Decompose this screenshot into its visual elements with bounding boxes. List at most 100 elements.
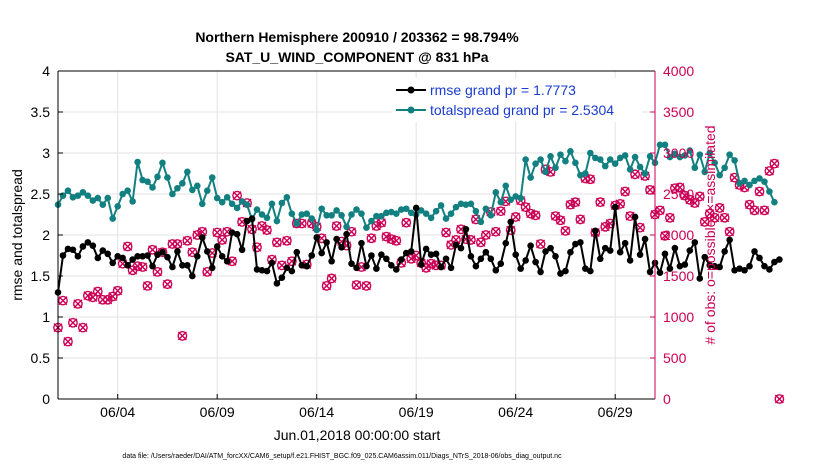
totalspread-point (472, 207, 480, 215)
totalspread-point (686, 147, 694, 154)
totalspread-point (766, 188, 773, 195)
obs-assimilated-point (227, 256, 237, 266)
y-tick-right-label: 0 (663, 391, 671, 407)
rmse-point (507, 218, 515, 226)
rmse-point (766, 266, 773, 273)
y-tick-left-label: 1.5 (31, 268, 51, 284)
obs-assimilated-point (750, 205, 759, 215)
totalspread-point (154, 173, 161, 181)
rmse-point (587, 267, 594, 275)
totalspread-point (144, 178, 151, 185)
totalspread-point (482, 205, 490, 213)
totalspread-point (164, 174, 171, 181)
totalspread-point (756, 175, 763, 182)
obs-possible-point (142, 280, 153, 291)
totalspread-point (194, 182, 201, 190)
totalspread-point (293, 220, 301, 227)
rmse-point (174, 248, 181, 255)
rmse-point (84, 239, 92, 246)
rmse-point (701, 253, 709, 261)
rmse-point (562, 267, 569, 275)
rmse-point (746, 262, 753, 270)
x-tick-label: 06/29 (598, 404, 633, 420)
rmse-point (149, 262, 156, 270)
rmse-point (557, 270, 564, 277)
rmse-point (467, 253, 475, 260)
totalspread-point (109, 215, 117, 222)
obs-assimilated-point (769, 159, 779, 169)
rmse-point (238, 246, 246, 254)
obs-assimilated-point (366, 233, 376, 243)
y-tick-right-label: 500 (663, 350, 687, 366)
rmse-point (243, 217, 251, 225)
totalspread-point (706, 149, 714, 157)
totalspread-point (233, 204, 241, 212)
y-tick-right-label: 3500 (663, 104, 694, 120)
rmse-point (194, 253, 201, 260)
totalspread-point (253, 206, 261, 213)
totalspread-point (741, 177, 748, 185)
obs-assimilated-point (685, 195, 695, 205)
rmse-point (119, 254, 126, 262)
obs-assimilated-point (83, 291, 93, 301)
obs-possible-point (575, 214, 586, 225)
rmse-point (437, 263, 445, 271)
totalspread-point (59, 192, 67, 199)
y-tick-right-label: 1000 (663, 309, 694, 325)
totalspread-point (552, 164, 559, 172)
rmse-point (378, 251, 385, 258)
totalspread-point (527, 174, 534, 181)
totalspread-point (736, 180, 743, 187)
obs-possible-point (684, 194, 695, 205)
y-tick-right-label: 4000 (663, 63, 694, 79)
obs-assimilated-point (715, 203, 725, 213)
totalspread-point (99, 201, 107, 208)
rmse-point (218, 253, 226, 260)
rmse-point (263, 267, 271, 275)
obs-assimilated-point (262, 225, 272, 235)
rmse-point (636, 251, 644, 258)
legend-rmse-label: rmse grand pr = 1.7773 (430, 82, 576, 98)
rmse-point (482, 248, 490, 256)
totalspread-point (587, 149, 594, 157)
totalspread-point (661, 141, 669, 149)
axes: 0 0.5 1 1.5 2 2.5 3 3.5 4 0 500 1000 1500 2000 2500 300… (31, 63, 695, 420)
rmse-point (79, 243, 87, 250)
totalspread-point (313, 226, 321, 234)
totalspread-point (746, 181, 753, 189)
totalspread-point (273, 217, 281, 225)
obs-possible-point (112, 285, 123, 296)
obs-possible-point (177, 330, 188, 341)
legend-spread-marker (407, 106, 415, 114)
obs-assimilated-point (177, 331, 187, 341)
totalspread-point (671, 150, 679, 158)
obs-possible-point (744, 199, 755, 210)
rmse-point (417, 261, 425, 268)
totalspread-point (512, 193, 519, 200)
rmse-point (616, 248, 624, 256)
totalspread-point (213, 194, 221, 202)
rmse-point (338, 244, 345, 251)
rmse-point (432, 250, 440, 258)
rmse-point (532, 258, 539, 266)
rmse-point (596, 255, 604, 263)
rmse-point (666, 265, 674, 272)
rmse-point (159, 248, 166, 256)
totalspread-point (179, 180, 186, 187)
rmse-point (462, 225, 470, 233)
rmse-point (89, 242, 97, 249)
rmse-point (203, 248, 211, 255)
rmse-point (427, 251, 435, 258)
totalspread-point (328, 212, 335, 219)
obs-assimilated-point (153, 267, 162, 277)
obs-possible-point (217, 235, 228, 245)
totalspread-point (751, 177, 758, 185)
totalspread-point (358, 210, 365, 217)
totalspread-point (691, 164, 699, 172)
totalspread-point (353, 206, 360, 213)
rmse-point (517, 265, 524, 272)
y-tick-right-label: 2000 (663, 227, 694, 243)
y-tick-left-label: 2 (42, 227, 50, 243)
obs-possible-point (182, 235, 193, 246)
obs-possible-point (475, 237, 486, 248)
